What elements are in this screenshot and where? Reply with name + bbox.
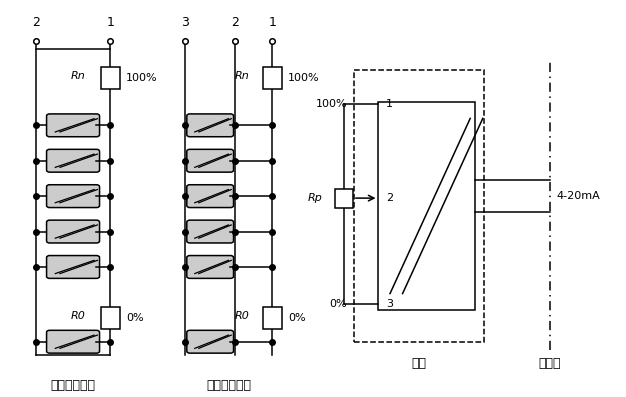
FancyBboxPatch shape [187, 185, 233, 208]
Text: Rn: Rn [71, 71, 86, 81]
Text: 0%: 0% [330, 299, 347, 309]
Bar [354, 70, 485, 342]
FancyBboxPatch shape [46, 220, 100, 243]
Text: R0: R0 [235, 311, 249, 321]
Text: 2: 2 [386, 193, 393, 203]
Bar [379, 102, 475, 310]
FancyBboxPatch shape [187, 330, 233, 353]
Bar [101, 67, 120, 89]
Text: 100%: 100% [126, 73, 158, 83]
Text: 1: 1 [269, 16, 277, 29]
Text: 1: 1 [106, 16, 115, 29]
Text: 0%: 0% [126, 313, 143, 323]
FancyBboxPatch shape [46, 149, 100, 172]
Text: Rn: Rn [235, 71, 249, 81]
Text: 3: 3 [182, 16, 189, 29]
Text: Rp: Rp [308, 193, 323, 203]
Text: 100%: 100% [288, 73, 320, 83]
FancyBboxPatch shape [187, 256, 233, 278]
FancyBboxPatch shape [46, 256, 100, 278]
FancyBboxPatch shape [46, 185, 100, 208]
Text: 现场: 现场 [411, 357, 426, 370]
Text: 4-20mA: 4-20mA [556, 191, 600, 201]
FancyBboxPatch shape [187, 114, 233, 137]
FancyBboxPatch shape [187, 149, 233, 172]
Bar [336, 189, 353, 208]
Bar [101, 307, 120, 329]
Text: 2: 2 [231, 16, 239, 29]
Text: 1: 1 [386, 99, 393, 109]
Text: 100%: 100% [316, 99, 347, 109]
Text: 3: 3 [386, 299, 393, 309]
Text: 二线制变送器: 二线制变送器 [51, 379, 96, 392]
Bar [263, 307, 282, 329]
FancyBboxPatch shape [187, 220, 233, 243]
Text: 控制室: 控制室 [538, 357, 561, 370]
Text: 2: 2 [32, 16, 39, 29]
FancyBboxPatch shape [46, 330, 100, 353]
Text: 三线制变送器: 三线制变送器 [207, 379, 252, 392]
Text: R0: R0 [71, 311, 86, 321]
FancyBboxPatch shape [46, 114, 100, 137]
Bar [263, 67, 282, 89]
Text: 0%: 0% [288, 313, 305, 323]
